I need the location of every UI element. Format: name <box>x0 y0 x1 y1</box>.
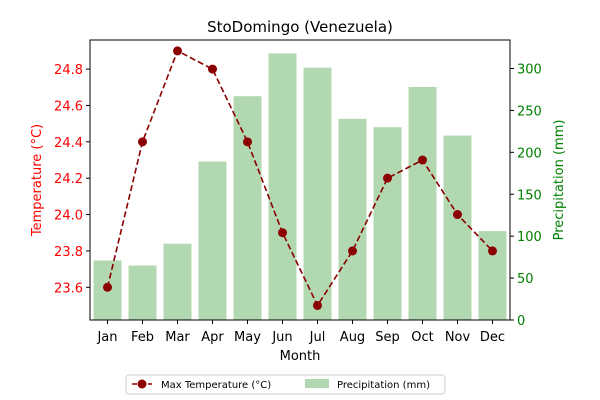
x-tick-label: Sep <box>375 330 400 345</box>
x-tick-label: Feb <box>131 330 154 345</box>
temperature-point <box>243 137 252 147</box>
x-tick-label: Nov <box>445 330 471 345</box>
precipitation-bar <box>338 118 367 320</box>
x-tick-label: Jun <box>271 330 292 345</box>
legend-temperature-label: Max Temperature (°C) <box>161 380 271 391</box>
temperature-tick-label: 24.2 <box>54 172 83 187</box>
precipitation-axis: 0 50 100 150 200 250 300 <box>510 63 542 329</box>
x-axis-label: Month <box>280 349 321 364</box>
temperature-point <box>313 300 322 310</box>
plot-frame <box>89 39 511 321</box>
x-tick-label: Oct <box>411 330 433 345</box>
x-tick-label: Mar <box>165 330 190 345</box>
precipitation-bar <box>128 265 157 320</box>
temperature-tick-label: 24.0 <box>54 209 83 224</box>
temperature-point <box>383 173 392 183</box>
temperature-point <box>453 210 462 220</box>
legend-temperature-swatch-marker <box>137 379 147 389</box>
precipitation-tick-label: 150 <box>517 188 542 203</box>
x-tick-label: Dec <box>480 330 505 345</box>
precipitation-bar <box>373 127 402 320</box>
temperature-point <box>488 246 497 256</box>
temperature-axis-label: Temperature (°C) <box>30 124 45 237</box>
x-tick-label: Jul <box>309 330 326 345</box>
precipitation-bar <box>268 53 297 320</box>
temperature-point <box>208 64 217 74</box>
precipitation-tick-label: 300 <box>517 63 542 78</box>
temperature-line <box>106 49 494 308</box>
legend: Max Temperature (°C) Precipitation (mm) <box>125 374 446 395</box>
precipitation-bar <box>163 243 192 320</box>
precipitation-bar <box>303 67 332 320</box>
temperature-tick-label: 23.6 <box>54 281 83 296</box>
x-tick-label: Jan <box>96 330 117 345</box>
temperature-point <box>348 246 357 256</box>
precipitation-bar <box>233 96 262 320</box>
temperature-series <box>103 46 497 310</box>
precipitation-bar <box>198 161 227 320</box>
x-tick-label: Aug <box>340 330 365 345</box>
temperature-point <box>103 282 112 292</box>
temperature-point <box>173 46 182 56</box>
precipitation-tick-label: 100 <box>517 230 542 245</box>
chart-title: StoDomingo (Venezuela) <box>207 18 393 36</box>
temperature-tick-label: 23.8 <box>54 245 83 260</box>
x-tick-label: Apr <box>201 330 224 345</box>
temperature-point <box>278 228 287 238</box>
x-tick-label: May <box>234 330 261 345</box>
precipitation-bar <box>443 135 472 320</box>
precipitation-bar <box>478 231 507 320</box>
temperature-tick-label: 24.8 <box>54 63 83 78</box>
x-axis: Jan Feb Mar Apr May Jun Jul Aug Sep Oct Nov Dec <box>96 320 505 345</box>
precipitation-axis-label: Precipitation (mm) <box>552 120 567 241</box>
temperature-point <box>418 155 427 165</box>
temperature-tick-label: 24.6 <box>54 99 83 114</box>
precipitation-tick-label: 200 <box>517 146 542 161</box>
precipitation-tick-label: 250 <box>517 104 542 119</box>
temperature-axis: 23.6 23.8 24.0 24.2 24.4 24.6 24.8 <box>54 63 90 296</box>
precipitation-tick-label: 0 <box>517 314 525 329</box>
temperature-point <box>138 137 147 147</box>
legend-frame <box>125 374 446 395</box>
legend-precipitation-swatch <box>305 379 329 388</box>
precipitation-bar <box>408 86 437 320</box>
temperature-tick-label: 24.4 <box>54 136 83 151</box>
precipitation-bars <box>93 53 507 320</box>
legend-precipitation-label: Precipitation (mm) <box>337 380 430 391</box>
precipitation-tick-label: 50 <box>517 272 534 287</box>
